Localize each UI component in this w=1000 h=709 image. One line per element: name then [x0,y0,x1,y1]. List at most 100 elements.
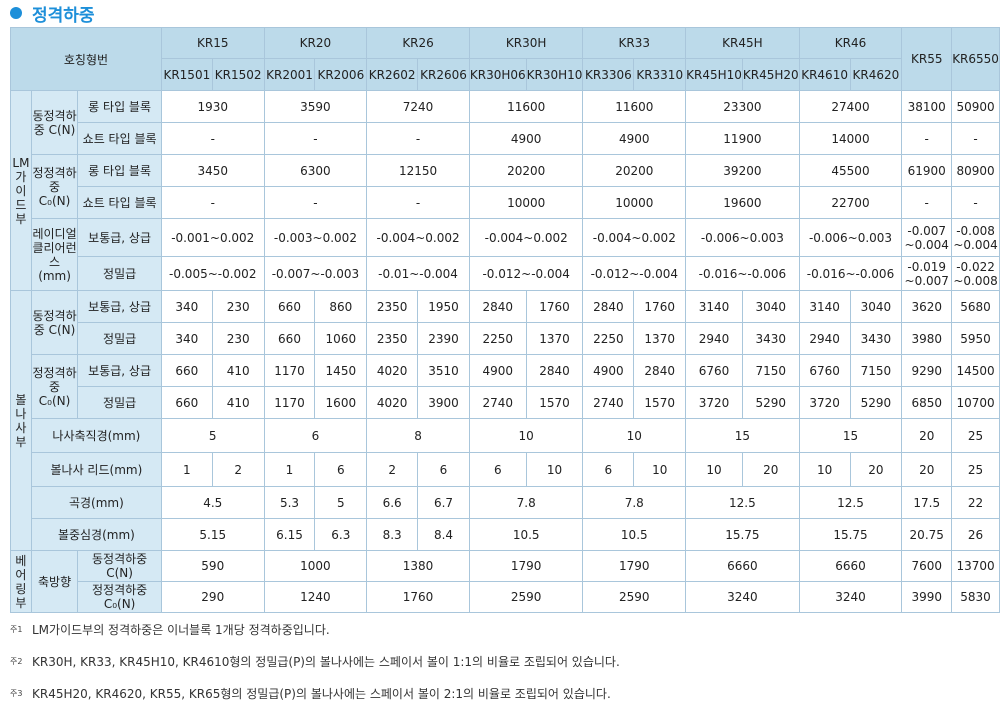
table-cell: 12.5 [685,486,800,519]
table-cell: 1790 [582,550,687,582]
table-cell: 3450 [160,154,265,187]
table-cell: 20.75 [901,518,953,551]
table-cell: -0.007~-0.003 [263,256,368,291]
table-cell: -0.012~-0.004 [468,256,584,291]
table-cell: 6300 [263,154,368,187]
row-label-normal-upper: 보통급, 상급 [77,218,162,257]
table-cell: -0.01~-0.004 [366,256,470,291]
table-cell: 3140 [798,290,851,323]
table-cell: 15 [798,418,903,453]
header-row-groups: 호칭형번 KR15 KR20 KR26 KR30H KR33 KR45H KR4… [10,27,1000,91]
table-cell: 4900 [582,122,687,155]
table-cell: 20 [901,452,953,487]
table-row: 정정격하중 C₀(N) 290 1240 1760 2590 2590 3240… [11,581,1000,613]
table-cell: 1950 [417,290,470,323]
rated-load-table: 호칭형번 KR15 KR20 KR26 KR30H KR33 KR45H KR4… [10,27,1000,613]
table-cell: 4020 [366,386,419,419]
table-cell: 1170 [263,386,316,419]
table-cell: 590 [160,550,265,582]
table-cell: -0.001~0.002 [160,218,265,257]
table-cell: 2 [366,452,419,487]
table-cell: 4020 [366,354,419,387]
model-header: KR2602 [366,58,419,91]
row-label-dynamic-load: 동정격하중 C(N) [30,90,79,155]
table-cell: 10 [685,452,743,487]
table-row: 레이디얼클리어런스 (mm) 보통급, 상급 -0.001~0.002 -0.0… [11,218,1000,291]
table-cell: 2590 [582,581,687,613]
row-label-precision: 정밀급 [77,322,162,355]
table-cell: 6.15 [263,518,316,551]
table-cell: 3510 [417,354,470,387]
table-cell: 15.75 [685,518,800,551]
table-cell: - [160,122,265,155]
row-label-static-load: 정정격하중 C₀(N) [30,154,79,219]
table-cell: 230 [211,290,265,323]
table-cell: 10000 [582,186,687,219]
table-cell: -0.022 ~0.008 [951,256,1000,291]
table-row: 쇼트 타입 블록 - - - 4900 4900 11900 14000 - - [11,122,1000,155]
model-header: KR1502 [211,58,265,91]
table-row: LM가이드부 동정격하중 C(N) 롱 타입 블록 1930 3590 7240… [10,90,1000,291]
row-label-curvature: 곡경(mm) [30,486,162,519]
table-cell: 26 [951,518,1000,551]
table-cell: 1790 [468,550,584,582]
row-label-axial-static: 정정격하중 C₀(N) [77,581,162,613]
table-cell: 3720 [798,386,851,419]
table-cell: 11900 [685,122,800,155]
model-header: KR45H20 [741,58,800,91]
table-cell: 1760 [633,290,687,323]
group-header: KR26 [366,27,470,59]
table-cell: 6 [468,452,527,487]
table-cell: -0.005~-0.002 [160,256,265,291]
table-cell: 7150 [849,354,903,387]
table-cell: 3040 [741,290,800,323]
table-cell: 340 [160,322,213,355]
footnote-mark: 주1 [10,624,23,634]
table-cell: 50900 [951,90,1000,123]
row-label-normal-upper: 보통급, 상급 [77,290,162,323]
table-cell: 1240 [263,581,368,613]
table-cell: 410 [211,386,265,419]
group-header: KR30H [468,27,584,59]
table-cell: -0.006~0.003 [685,218,800,257]
table-cell: 6760 [685,354,743,387]
table-cell: 5830 [951,581,1000,613]
table-cell: 2590 [468,581,584,613]
table-cell: 25 [951,452,1000,487]
table-cell: 10.5 [582,518,687,551]
table-cell: 45500 [798,154,903,187]
table-cell: -0.003~0.002 [263,218,368,257]
table-cell: - [366,122,470,155]
table-cell: 7240 [366,90,470,123]
table-cell: 2940 [685,322,743,355]
table-cell: 1370 [633,322,687,355]
bullet-dot-icon [10,7,22,19]
table-cell: 11600 [582,90,687,123]
model-header: KR30H06 [468,58,527,91]
table-cell: 8.3 [366,518,419,551]
table-cell: 6760 [798,354,851,387]
table-cell: 80900 [951,154,1000,187]
table-cell: 61900 [901,154,953,187]
row-label-lead: 볼나사 리드(mm) [30,452,162,487]
row-label-precision: 정밀급 [77,256,162,291]
group-header: KR15 [160,27,265,59]
table-cell: 5680 [951,290,1000,323]
table-cell: 6850 [901,386,953,419]
table-cell: 1570 [633,386,687,419]
table-cell: 10 [582,418,687,453]
table-row: 곡경(mm) 4.5 5.3 5 6.6 6.7 7.8 7.8 12.5 12… [11,486,1000,519]
table-cell: -0.008 ~0.004 [951,218,1000,257]
table-cell: 2350 [366,322,419,355]
group-header: KR33 [582,27,687,59]
table-cell: 5 [314,486,368,519]
table-cell: 23300 [685,90,800,123]
table-cell: - [160,186,265,219]
model-header: KR30H10 [525,58,584,91]
table-cell: - [901,186,953,219]
table-cell: 6660 [798,550,903,582]
table-cell: 20 [849,452,903,487]
table-cell: 8 [366,418,470,453]
row-label-precision: 정밀급 [77,386,162,419]
table-cell: -0.016~-0.006 [798,256,903,291]
